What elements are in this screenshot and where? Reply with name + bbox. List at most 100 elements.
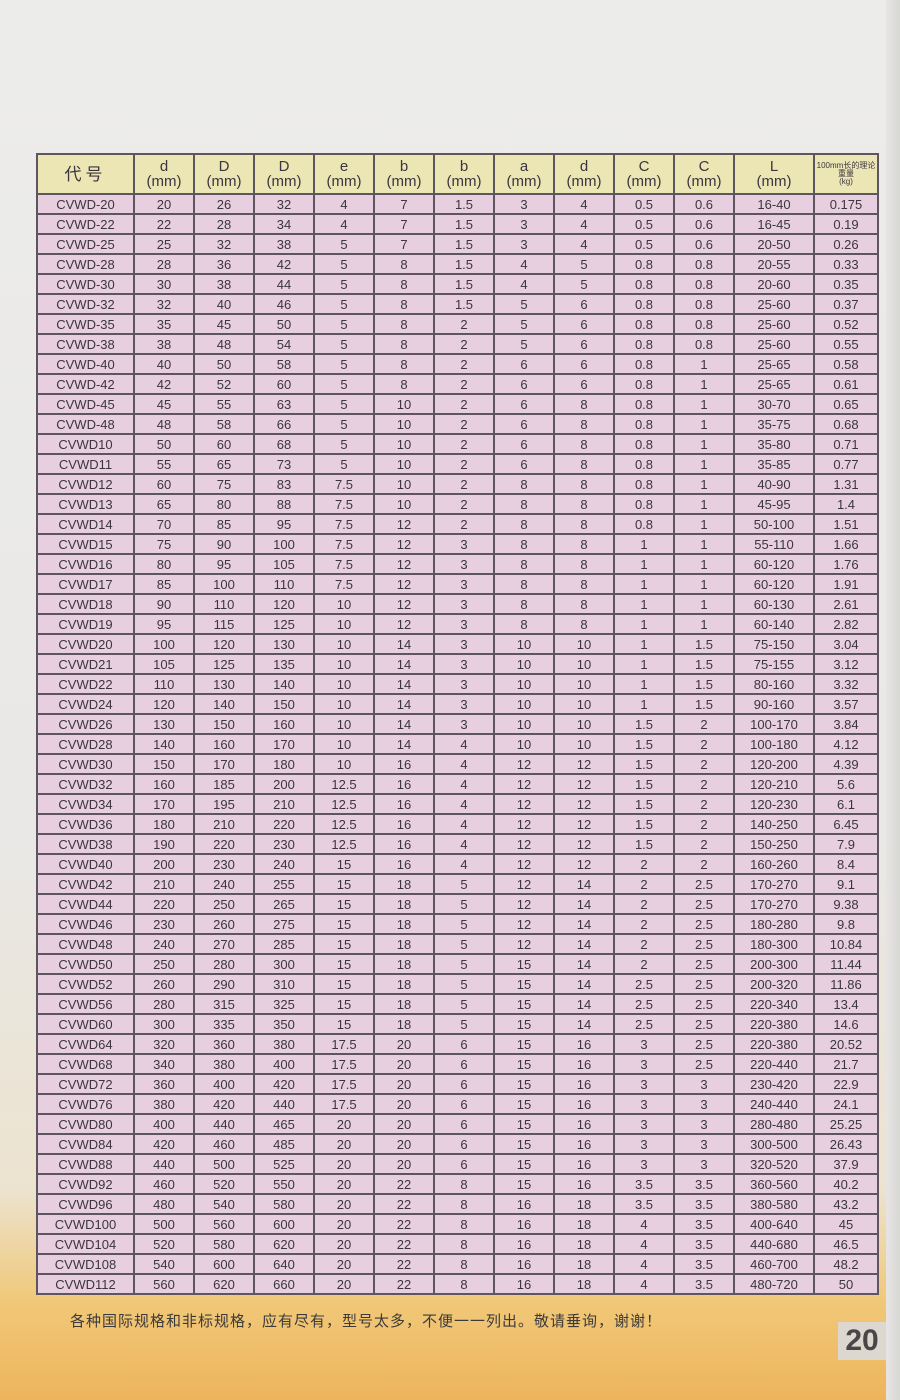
table-cell: 285	[253, 933, 315, 955]
table-row: CVWD15 75 90 100 7.5 12 3 8 8 1 1 55-110 1.66	[36, 533, 879, 555]
table-cell: 0.8	[613, 273, 675, 295]
table-cell: 6	[433, 1033, 495, 1055]
table-cell: 16	[493, 1273, 555, 1295]
table-cell: 5	[433, 1013, 495, 1035]
model-code-cell: CVWD60	[36, 1013, 135, 1035]
model-code-cell: CVWD-30	[36, 273, 135, 295]
table-cell: 1.5	[433, 293, 495, 315]
table-cell: 2	[673, 753, 735, 775]
table-cell: 20	[373, 1073, 435, 1095]
model-code-cell: CVWD30	[36, 753, 135, 775]
table-cell: 22	[373, 1253, 435, 1275]
table-row: CVWD-42 42 52 60 5 8 2 6 6 0.8 1 25-65 0.61	[36, 373, 879, 395]
table-cell: 0.8	[613, 393, 675, 415]
model-code-cell: CVWD112	[36, 1273, 135, 1295]
table-cell: 280	[193, 953, 255, 975]
table-cell: 25-60	[733, 333, 815, 355]
column-header: L (mm)	[733, 153, 815, 195]
table-cell: 5	[313, 313, 375, 335]
column-header-name: 100mm长的理论重量	[816, 161, 876, 178]
table-cell: 11.44	[813, 953, 879, 975]
table-cell: 5	[313, 373, 375, 395]
table-cell: 12	[553, 773, 615, 795]
table-cell: 4	[553, 213, 615, 235]
table-cell: 2.5	[613, 993, 675, 1015]
table-cell: 315	[193, 993, 255, 1015]
table-cell: 17.5	[313, 1033, 375, 1055]
table-cell: 6	[433, 1153, 495, 1175]
table-cell: 540	[193, 1193, 255, 1215]
column-header-unit: (kg)	[839, 177, 853, 186]
table-cell: 8	[553, 473, 615, 495]
table-cell: 15	[313, 953, 375, 975]
table-cell: 2	[433, 393, 495, 415]
table-cell: 3	[613, 1033, 675, 1055]
table-cell: 6	[553, 293, 615, 315]
column-header-unit: (mm)	[206, 173, 242, 190]
table-cell: 3.57	[813, 693, 879, 715]
table-body: CVWD-20 20 26 32 4 7 1.5 3 4 0.5 0.6 16-40 0.175 CVWD…	[36, 193, 879, 1295]
table-cell: 5	[313, 433, 375, 455]
table-cell: 8	[373, 373, 435, 395]
model-code-cell: CVWD12	[36, 473, 135, 495]
table-cell: 4	[553, 233, 615, 255]
table-cell: 18	[553, 1213, 615, 1235]
table-cell: 40.2	[813, 1173, 879, 1195]
model-code-cell: CVWD32	[36, 773, 135, 795]
table-cell: 400	[133, 1113, 195, 1135]
table-cell: 180-300	[733, 933, 815, 955]
table-cell: 6	[433, 1113, 495, 1135]
table-cell: 2	[433, 513, 495, 535]
table-cell: 1	[673, 493, 735, 515]
table-cell: 12	[493, 913, 555, 935]
table-cell: 4	[493, 253, 555, 275]
table-cell: 20	[373, 1153, 435, 1175]
column-header-name: 代号	[64, 164, 107, 184]
table-cell: 1.91	[813, 573, 879, 595]
table-cell: 15	[493, 1073, 555, 1095]
table-cell: 10	[493, 733, 555, 755]
table-cell: 520	[133, 1233, 195, 1255]
table-cell: 6	[553, 313, 615, 335]
table-cell: 14.6	[813, 1013, 879, 1035]
table-cell: 5	[433, 933, 495, 955]
table-cell: 42	[253, 253, 315, 275]
model-code-cell: CVWD10	[36, 433, 135, 455]
model-code-cell: CVWD17	[36, 573, 135, 595]
table-cell: 15	[493, 953, 555, 975]
table-cell: 12	[373, 593, 435, 615]
table-cell: 32	[253, 193, 315, 215]
table-cell: 3	[433, 553, 495, 575]
table-cell: 1	[673, 433, 735, 455]
table-cell: 8.4	[813, 853, 879, 875]
table-cell: 160-260	[733, 853, 815, 875]
table-cell: 36	[193, 253, 255, 275]
column-header: C (mm)	[673, 153, 735, 195]
table-cell: 4	[493, 273, 555, 295]
table-row: CVWD28 140 160 170 10 14 4 10 10 1.5 2 100-180 4.12	[36, 733, 879, 755]
table-cell: 16	[553, 1153, 615, 1175]
table-cell: 12	[553, 753, 615, 775]
table-cell: 8	[493, 553, 555, 575]
table-cell: 0.55	[813, 333, 879, 355]
table-cell: 3.5	[673, 1253, 735, 1275]
table-cell: 10.84	[813, 933, 879, 955]
table-cell: 580	[193, 1233, 255, 1255]
table-cell: 0.8	[613, 333, 675, 355]
table-cell: 120-230	[733, 793, 815, 815]
table-cell: 20	[313, 1233, 375, 1255]
table-cell: 3.32	[813, 673, 879, 695]
table-cell: 300-500	[733, 1133, 815, 1155]
table-cell: 265	[253, 893, 315, 915]
spec-table: 代号 d (mm) D (mm) D (mm) e (mm) b (mm) b (mm) a (mm) d (m…	[36, 153, 879, 1295]
column-header: d (mm)	[133, 153, 195, 195]
table-row: CVWD32 160 185 200 12.5 16 4 12 12 1.5 2 120-210 5.6	[36, 773, 879, 795]
model-code-cell: CVWD36	[36, 813, 135, 835]
table-cell: 400-640	[733, 1213, 815, 1235]
model-code-cell: CVWD34	[36, 793, 135, 815]
table-cell: 14	[553, 973, 615, 995]
table-cell: 16	[373, 833, 435, 855]
table-cell: 0.37	[813, 293, 879, 315]
table-cell: 2.61	[813, 593, 879, 615]
table-cell: 2	[433, 473, 495, 495]
